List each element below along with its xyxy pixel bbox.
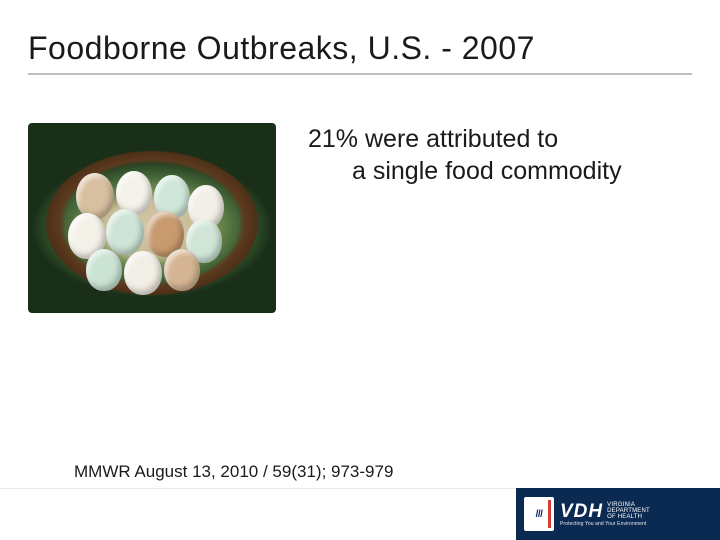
slide: Foodborne Outbreaks, U.S. - 2007 21% wer… <box>0 0 720 540</box>
slide-title: Foodborne Outbreaks, U.S. - 2007 <box>28 30 692 75</box>
egg <box>164 249 200 291</box>
egg <box>76 173 114 219</box>
bullet-line-2: a single food commodity <box>352 157 622 185</box>
bullet-line-1: 21% were attributed to <box>308 125 558 153</box>
content-row: 21% were attributed to a single food com… <box>28 123 692 313</box>
vdh-logo: /// VDH VIRGINIA DEPARTMENT OF HEALTH Pr… <box>516 488 720 540</box>
bullet-text: 21% were attributed to a single food com… <box>304 123 692 187</box>
eggs-group <box>68 171 236 271</box>
vdh-text-block: VDH VIRGINIA DEPARTMENT OF HEALTH Protec… <box>560 502 650 527</box>
egg <box>106 209 144 255</box>
vdh-dept-stack: VIRGINIA DEPARTMENT OF HEALTH <box>607 502 650 521</box>
citation: MMWR August 13, 2010 / 59(31); 973-979 <box>74 462 393 482</box>
egg <box>86 249 122 291</box>
footer-left <box>0 488 516 540</box>
vdh-mark-icon: /// <box>524 497 554 531</box>
egg-basket-image <box>28 123 276 313</box>
vdh-tagline: Protecting You and Your Environment <box>560 522 650 527</box>
footer-bar: /// VDH VIRGINIA DEPARTMENT OF HEALTH Pr… <box>0 488 720 540</box>
egg <box>124 251 162 295</box>
vdh-dept-3: OF HEALTH <box>607 514 650 520</box>
vdh-brand: VDH <box>560 502 603 521</box>
